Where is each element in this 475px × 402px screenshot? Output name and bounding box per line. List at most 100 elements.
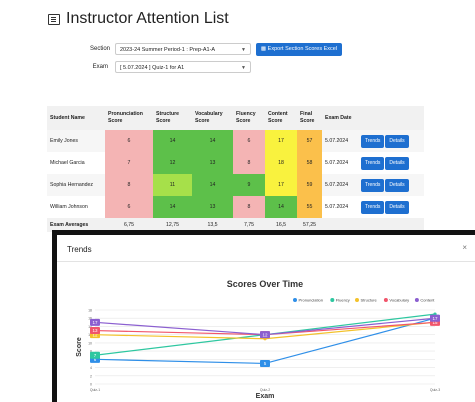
- x-axis-label: Exam: [256, 393, 275, 400]
- table-header-row: Student Name Pronunciation Score Structu…: [47, 106, 424, 130]
- table-row: Sophia Hernandez 8 11 14 9 17 59 5.07.20…: [47, 174, 424, 196]
- avg-structure: 12,75: [153, 218, 192, 232]
- chevron-down-icon: ▼: [241, 65, 246, 71]
- pronunciation-score: 6: [105, 130, 153, 152]
- data-label: 12: [262, 332, 268, 337]
- section-select[interactable]: 2023-24 Summer Period-1 : Prep-A1-A ▼: [115, 43, 251, 55]
- instructor-attention-page: Instructor Attention List Section 2023-2…: [30, 0, 475, 240]
- col-actions: [358, 106, 424, 130]
- col-vocabulary: Vocabulary Score: [192, 106, 233, 130]
- col-content: Content Score: [265, 106, 297, 130]
- section-label: Section: [89, 46, 110, 52]
- row-actions: Trends Details: [358, 152, 424, 174]
- exam-label: Exam: [92, 64, 108, 70]
- close-icon[interactable]: ×: [462, 243, 467, 252]
- legend-marker: [293, 298, 297, 302]
- avg-vocabulary: 13,5: [192, 218, 233, 232]
- details-button[interactable]: Details: [385, 156, 409, 170]
- student-name: Emily Jones: [47, 130, 105, 152]
- student-name: Sophia Hernandez: [47, 174, 105, 196]
- details-button[interactable]: Details: [385, 200, 409, 214]
- vocabulary-score: 13: [192, 196, 233, 218]
- export-button-label: Export Section Scores Excel: [267, 46, 338, 52]
- data-label-box: [260, 331, 270, 339]
- trends-modal-content: Trends × Scores Over Time024681012141618…: [57, 235, 475, 402]
- row-actions: Trends Details: [358, 196, 424, 218]
- data-label: 5: [264, 361, 267, 366]
- exam-date: 5.07.2024: [325, 204, 349, 210]
- data-label-box: [90, 351, 100, 359]
- data-label-box: [430, 314, 440, 322]
- student-name: William Johnson: [50, 204, 88, 210]
- exam-select[interactable]: [ 5.07.2024 ] Quiz-1 for A1 ▼: [115, 61, 251, 73]
- y-tick-label: 18: [88, 309, 92, 313]
- col-structure: Structure Score: [153, 106, 192, 130]
- details-button[interactable]: Details: [385, 178, 409, 192]
- vocabulary-score: 14: [192, 174, 233, 196]
- exam-date: 5.07.2024: [325, 160, 349, 166]
- avg-fluency: 7,75: [233, 218, 265, 232]
- trends-button[interactable]: Trends: [361, 178, 385, 192]
- data-label: 17: [92, 320, 98, 325]
- export-section-scores-button[interactable]: ▩ Export Section Scores Excel: [256, 43, 342, 56]
- legend-label: Fluency: [336, 298, 350, 303]
- details-button[interactable]: Details: [385, 134, 409, 148]
- legend-label: Pronunciation: [299, 298, 323, 303]
- pronunciation-score: 7: [105, 152, 153, 174]
- data-label: 17: [432, 316, 438, 321]
- col-fluency: Fluency Score: [233, 106, 265, 130]
- legend-label: Content: [420, 298, 435, 303]
- trends-button[interactable]: Trends: [361, 134, 385, 148]
- y-tick-label: 4: [90, 366, 92, 370]
- col-exam-date: Exam Date: [322, 106, 358, 130]
- col-pronunciation: Pronunciation Score: [105, 106, 153, 130]
- legend-marker: [355, 298, 359, 302]
- content-score: 17: [265, 174, 297, 196]
- final-score: 59: [297, 174, 322, 196]
- y-axis-label: Score: [76, 337, 83, 357]
- exam-date: 5.07.2024: [322, 174, 358, 196]
- trends-button[interactable]: Trends: [361, 156, 385, 170]
- data-label-box: [90, 318, 100, 326]
- table-row: Michael Garcia 7 12 13 8 18 58 5.07.2024…: [47, 152, 424, 174]
- content-score: 18: [265, 152, 297, 174]
- final-score: 55: [297, 196, 322, 218]
- vocabulary-score: 13: [192, 152, 233, 174]
- modal-divider: [57, 261, 475, 262]
- exam-date: 5.07.2024: [322, 130, 358, 152]
- final-score: 57: [297, 130, 322, 152]
- vocabulary-score: 14: [192, 130, 233, 152]
- data-label: 15: [432, 320, 438, 325]
- exam-select-value: [ 5.07.2024 ] Quiz-1 for A1: [120, 65, 185, 71]
- avg-empty: [358, 218, 424, 232]
- y-tick-label: 0: [90, 383, 92, 387]
- trends-modal: Trends × Scores Over Time024681012141618…: [52, 230, 475, 402]
- fluency-score: 8: [233, 196, 265, 218]
- x-tick-label: Quiz-1: [90, 388, 100, 392]
- col-student-name: Student Name: [47, 106, 105, 130]
- page-title: Instructor Attention List: [48, 10, 229, 28]
- avg-content: 16,5: [265, 218, 297, 232]
- legend-marker: [414, 298, 419, 302]
- trends-button[interactable]: Trends: [361, 200, 385, 214]
- avg-final: 57,25: [297, 218, 322, 232]
- row-actions: Trends Details: [358, 174, 424, 196]
- data-label: 12: [92, 332, 98, 337]
- data-label: 6: [94, 357, 97, 362]
- row-actions: Trends Details: [358, 130, 424, 152]
- table-row: William Johnson 6 14 13 8 14 55 5.07.202…: [47, 196, 424, 218]
- legend-label: Structure: [361, 298, 378, 303]
- series-line: [94, 317, 436, 365]
- y-tick-label: 10: [88, 341, 92, 345]
- fluency-score: 8: [233, 152, 265, 174]
- legend-label: Vocabulary: [389, 298, 409, 303]
- final-score: 58: [297, 152, 322, 174]
- col-final: Final Score: [297, 106, 322, 130]
- chart-title: Scores Over Time: [227, 279, 303, 289]
- data-label: 13: [92, 328, 98, 333]
- avg-empty: [322, 218, 358, 232]
- structure-score: 12: [153, 152, 192, 174]
- scores-table: Student Name Pronunciation Score Structu…: [47, 106, 424, 232]
- modal-title: Trends: [67, 245, 92, 254]
- structure-score: 14: [153, 130, 192, 152]
